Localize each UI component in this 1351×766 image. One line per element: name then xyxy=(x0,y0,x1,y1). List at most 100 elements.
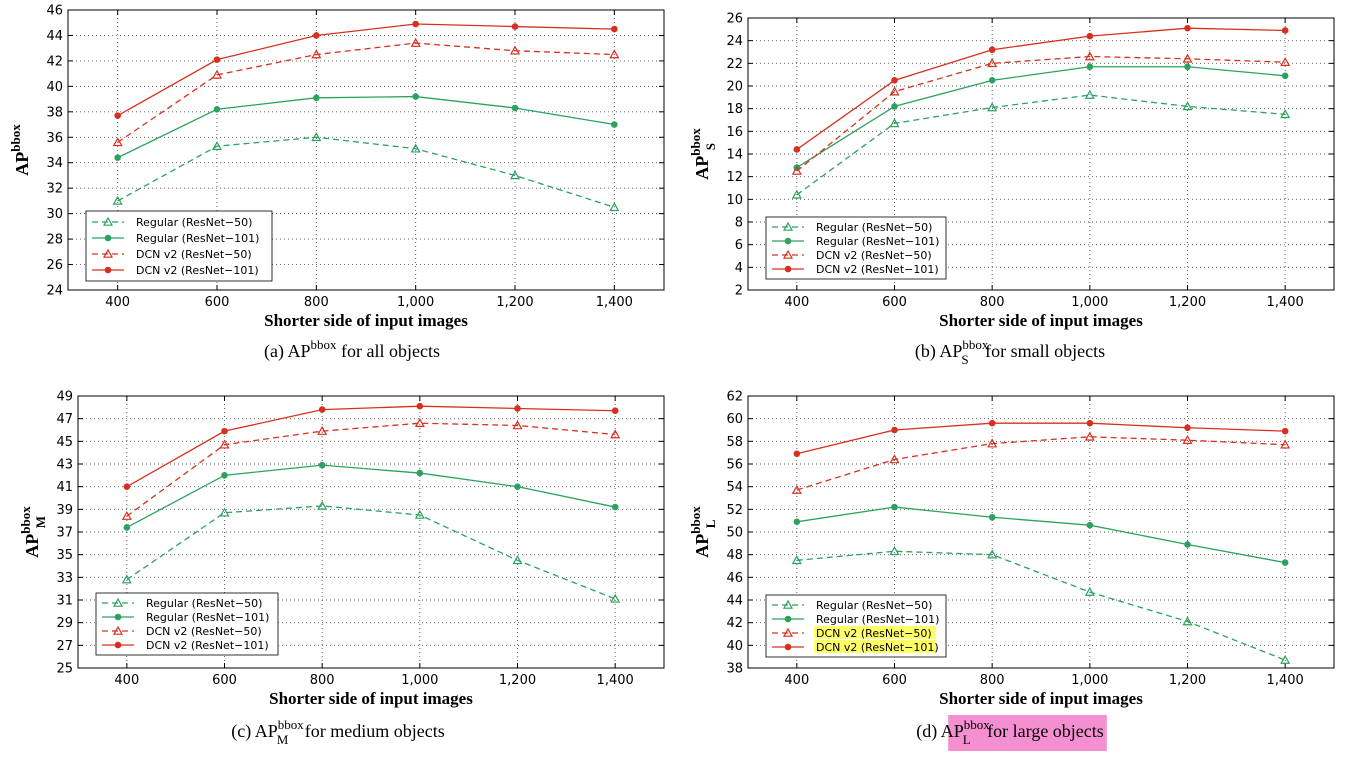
data-point-d-2-1 xyxy=(889,454,900,464)
x-tick-label-b-4: 1,200 xyxy=(1169,295,1206,310)
series-line-c-2 xyxy=(126,422,616,517)
data-point-b-1-4 xyxy=(1184,63,1191,71)
data-point-a-1-2 xyxy=(313,94,320,102)
data-point-a-0-1 xyxy=(211,140,223,150)
legend-label-b-1: Regular (ResNet−101) xyxy=(816,235,939,248)
y-tick-label-a-6: 36 xyxy=(46,131,63,146)
x-tick-label-d-4: 1,200 xyxy=(1169,673,1206,688)
data-point-a-3-0 xyxy=(114,112,121,119)
data-point-b-3-3 xyxy=(1086,32,1094,40)
data-point-c-1-2 xyxy=(318,461,326,469)
legend-swatch-marker-b-0 xyxy=(782,221,794,231)
legend-label-d-3: DCN v2 (ResNet−101) xyxy=(816,641,939,654)
data-point-c-1-4 xyxy=(514,483,521,490)
legend-swatch-marker-c-2 xyxy=(112,625,124,635)
data-point-c-2-0 xyxy=(121,510,132,520)
legend-swatch-marker-a-0 xyxy=(102,216,114,226)
series-line-d-1 xyxy=(796,506,1286,564)
data-point-c-3-5 xyxy=(611,407,619,415)
data-point-d-2-2 xyxy=(987,438,998,448)
data-point-d-3-4 xyxy=(1184,424,1191,432)
data-point-c-0-1 xyxy=(219,507,230,517)
x-tick-label-b-3: 1,000 xyxy=(1071,295,1108,310)
data-point-a-3-3 xyxy=(412,20,419,28)
data-point-c-0-4 xyxy=(512,555,523,565)
y-tick-label-c-10: 45 xyxy=(56,435,73,450)
data-point-c-0-2 xyxy=(317,500,328,510)
data-point-a-1-3 xyxy=(412,93,419,100)
y-tick-label-d-7: 52 xyxy=(726,503,743,518)
y-tick-label-b-1: 4 xyxy=(735,261,743,276)
legend-swatch-marker-b-2 xyxy=(782,249,794,259)
y-tick-label-b-9: 20 xyxy=(726,80,743,95)
data-point-b-0-3 xyxy=(1084,89,1095,99)
series-line-d-2 xyxy=(796,436,1286,491)
series-d-0 xyxy=(791,546,1291,664)
x-tick-label-a-5: 1,400 xyxy=(596,295,633,310)
y-tick-label-b-5: 12 xyxy=(726,170,743,185)
chart-panel-c: 400 600 800 1,000 1,200 1,400 25 27 29 31 33 35 37 39… xyxy=(18,390,665,747)
series-line-c-3 xyxy=(126,405,616,488)
data-point-b-1-3 xyxy=(1086,63,1094,71)
x-tick-label-a-4: 1,200 xyxy=(496,295,533,310)
data-point-c-0-3 xyxy=(414,509,425,519)
y-tick-label-a-2: 28 xyxy=(46,233,63,248)
y-tick-label-c-4: 33 xyxy=(56,571,73,586)
y-tick-label-d-10: 58 xyxy=(726,435,743,450)
caption-b: (b) APbbox S for small objects xyxy=(915,337,1105,367)
data-point-b-0-5 xyxy=(1280,109,1291,119)
data-point-a-1-5 xyxy=(611,121,618,128)
x-tick-label-b-2: 800 xyxy=(980,295,1005,310)
data-point-c-1-5 xyxy=(611,503,619,511)
data-point-d-0-1 xyxy=(889,546,900,556)
series-a-0 xyxy=(112,132,620,212)
data-point-c-3-3 xyxy=(416,402,424,410)
legend-swatch-marker-c-0 xyxy=(112,597,124,607)
y-tick-label-a-7: 38 xyxy=(46,105,63,120)
x-tick-label-c-5: 1,400 xyxy=(597,673,634,688)
data-point-b-2-3 xyxy=(1084,51,1095,61)
caption-text-c: (c) APbbox M for medium objects xyxy=(231,717,445,747)
data-point-b-2-2 xyxy=(987,58,998,68)
legend-swatch-marker-d-1 xyxy=(784,615,792,623)
caption-highlight-d xyxy=(948,715,1107,751)
data-point-d-0-0 xyxy=(791,555,802,565)
x-tick-label-a-0: 400 xyxy=(105,295,130,310)
y-tick-label-c-5: 35 xyxy=(56,548,73,563)
caption-d: (d) APbbox L for large objects xyxy=(916,715,1107,751)
data-point-a-0-5 xyxy=(609,202,620,212)
y-tick-label-d-0: 38 xyxy=(726,662,743,677)
data-point-c-2-3 xyxy=(414,417,425,427)
y-tick-label-b-12: 26 xyxy=(726,12,743,27)
data-point-c-0-0 xyxy=(121,574,132,584)
chart-panel-d: 400 600 800 1,000 1,200 1,400 38 40 42 44 46 48 50 52… xyxy=(688,390,1335,751)
legend-swatch-marker-a-2 xyxy=(102,248,114,258)
series-line-c-1 xyxy=(126,464,616,529)
data-point-c-2-2 xyxy=(317,425,328,435)
legend-c: Regular (ResNet−50)Regular (ResNet−101)D… xyxy=(95,592,279,656)
series-b-1 xyxy=(793,63,1289,171)
y-axis-label-b: APbboxS xyxy=(688,128,718,180)
y-tick-label-b-7: 16 xyxy=(726,125,743,140)
x-tick-label-d-3: 1,000 xyxy=(1071,673,1108,688)
data-point-d-1-1 xyxy=(891,503,898,511)
data-point-c-3-0 xyxy=(123,483,131,490)
y-tick-label-b-11: 24 xyxy=(726,34,743,49)
y-tick-label-b-3: 8 xyxy=(735,216,743,231)
legend-swatch-marker-c-3 xyxy=(114,641,122,649)
y-tick-label-a-1: 26 xyxy=(46,258,63,273)
data-point-d-3-0 xyxy=(793,450,801,458)
data-point-b-1-1 xyxy=(891,103,898,110)
data-point-a-3-4 xyxy=(511,23,519,30)
series-line-c-0 xyxy=(126,505,616,600)
series-line-d-0 xyxy=(796,550,1286,661)
data-point-d-1-4 xyxy=(1184,541,1191,548)
legend-label-a-3: DCN v2 (ResNet−101) xyxy=(136,264,259,277)
y-tick-label-a-0: 24 xyxy=(46,284,63,299)
data-point-b-3-2 xyxy=(988,46,996,54)
legend-label-b-0: Regular (ResNet−50) xyxy=(816,221,932,234)
axes-frame-a xyxy=(67,9,665,291)
legend-label-d-1: Regular (ResNet−101) xyxy=(816,613,939,626)
legend-swatch-marker-d-2 xyxy=(782,627,794,637)
